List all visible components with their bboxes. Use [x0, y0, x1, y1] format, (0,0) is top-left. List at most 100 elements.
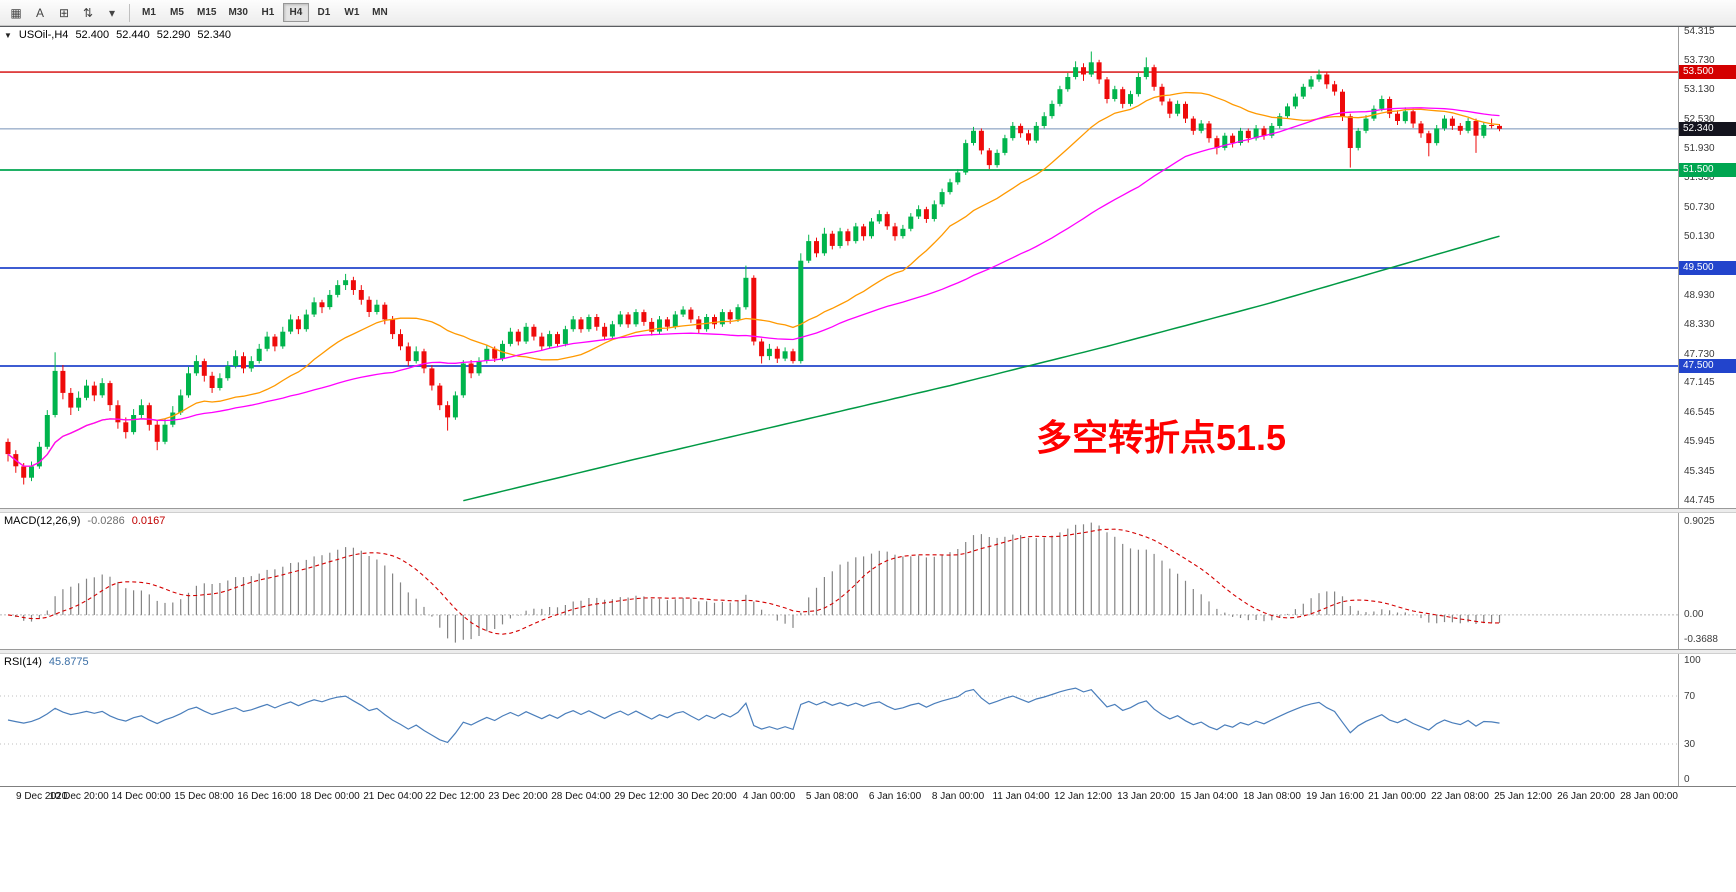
time-label: 10 Dec 20:00	[49, 791, 109, 802]
timeframe-button-h1[interactable]: H1	[255, 3, 281, 22]
macd-header: MACD(12,26,9) -0.0286 0.0167	[4, 515, 165, 527]
time-label: 22 Jan 08:00	[1431, 791, 1489, 802]
price-tick-label: 45.945	[1684, 436, 1715, 448]
rsi-panel: 100 70 30 0 RSI(14) 45.8775	[0, 654, 1736, 786]
price-tick-label: 51.930	[1684, 142, 1715, 154]
time-label: 6 Jan 16:00	[868, 791, 922, 802]
macd-plot[interactable]	[0, 513, 1678, 649]
rsi-tick-label: 0	[1684, 774, 1690, 785]
price-tick-label: 50.730	[1684, 201, 1715, 213]
time-label: 16 Dec 16:00	[237, 791, 297, 802]
rsi-value: 45.8775	[48, 656, 89, 668]
timeframe-button-d1[interactable]: D1	[311, 3, 337, 22]
price-tick-label: 44.745	[1684, 494, 1715, 506]
price-level-badge: 49.500	[1679, 261, 1736, 275]
price-tick-label: 52.530	[1684, 113, 1715, 125]
timeframe-button-m15[interactable]: M15	[192, 3, 221, 22]
macd-panel: 0.9025 0.00 -0.3688 MACD(12,26,9) -0.0286 …	[0, 513, 1736, 649]
time-label: 15 Dec 08:00	[174, 791, 234, 802]
time-label: 12 Jan 12:00	[1054, 791, 1112, 802]
order-arrows-icon[interactable]: ⇅	[76, 3, 100, 23]
price-tick-label: 48.930	[1684, 289, 1715, 301]
timeframe-button-w1[interactable]: W1	[339, 3, 365, 22]
time-label: 4 Jan 00:00	[742, 791, 796, 802]
time-label: 13 Jan 20:00	[1117, 791, 1175, 802]
price-chart-panel: 54.315 53.730 53.130 52.530 51.930 51.330 50.7…	[0, 26, 1736, 508]
time-label: 22 Dec 12:00	[425, 791, 485, 802]
time-label: 30 Dec 20:00	[677, 791, 737, 802]
macd-label: MACD(12,26,9)	[4, 515, 81, 527]
time-label: 21 Dec 04:00	[363, 791, 423, 802]
ohlc-low: 52.290	[156, 29, 191, 41]
price-level-badge: 51.500	[1679, 163, 1736, 178]
time-label: 11 Jan 04:00	[992, 791, 1050, 802]
time-label: 5 Jan 08:00	[805, 791, 859, 802]
timeframe-button-m30[interactable]: M30	[223, 3, 252, 22]
time-label: 18 Dec 00:00	[300, 791, 360, 802]
time-label: 28 Jan 00:00	[1620, 791, 1678, 802]
time-label: 26 Jan 20:00	[1557, 791, 1615, 802]
ohlc-high: 52.440	[116, 29, 150, 41]
rsi-scale[interactable]: 100 70 30 0	[1678, 654, 1736, 786]
rsi-plot[interactable]	[0, 654, 1678, 786]
time-label: 8 Jan 00:00	[931, 791, 985, 802]
price-tick-label: 53.130	[1684, 84, 1715, 96]
macd-value-signal: 0.0167	[131, 515, 166, 527]
price-scale[interactable]: 54.315 53.730 53.130 52.530 51.930 51.330 50.7…	[1678, 26, 1736, 508]
candlestick-plot[interactable]	[0, 27, 1678, 509]
price-level-badge: 47.500	[1679, 358, 1736, 373]
price-tick-label: 45.345	[1684, 465, 1715, 477]
price-tick-label: 47.730	[1684, 348, 1715, 360]
text-annotation-icon[interactable]: A	[28, 3, 52, 23]
time-label: 29 Dec 12:00	[614, 791, 674, 802]
top-toolbar: ▦ A ⊞ ⇅ ▾ M1 M5 M15 M30 H1 H4 D1 W1 MN	[0, 0, 1736, 26]
timeframe-button-m1[interactable]: M1	[136, 3, 162, 22]
price-tick-label: 47.145	[1684, 377, 1715, 389]
macd-scale[interactable]: 0.9025 0.00 -0.3688	[1678, 513, 1736, 649]
panel-splitter[interactable]	[0, 649, 1736, 654]
timeframe-group: M1 M5 M15 M30 H1 H4 D1 W1 MN	[135, 3, 394, 22]
price-tick-label: 53.730	[1684, 54, 1715, 66]
time-label: 18 Jan 08:00	[1243, 791, 1301, 802]
window-background	[0, 808, 1736, 892]
template-box-icon[interactable]: ⊞	[52, 3, 76, 23]
chart-header: ▼ USOil-,H4 52.400 52.440 52.290 52.340	[4, 29, 231, 41]
price-tick-label: 50.130	[1684, 231, 1715, 243]
rsi-tick-label: 100	[1684, 655, 1701, 666]
price-tick-label: 54.315	[1684, 26, 1715, 38]
chart-title: USOil-,H4	[18, 29, 69, 41]
chart-text-annotation: 多空转折点51.5	[1036, 417, 1287, 458]
rsi-tick-label: 30	[1684, 739, 1696, 750]
ohlc-open: 52.400	[75, 29, 110, 41]
time-label: 25 Jan 12:00	[1494, 791, 1552, 802]
timeframe-button-m5[interactable]: M5	[164, 3, 190, 22]
rsi-label: RSI(14)	[4, 656, 42, 668]
chart-grid-icon[interactable]: ▦	[4, 3, 28, 23]
dropdown-caret-icon[interactable]: ▾	[100, 3, 124, 23]
price-tick-label: 46.545	[1684, 406, 1715, 418]
timeframe-button-h4[interactable]: H4	[282, 3, 309, 22]
macd-tick-label: -0.3688	[1684, 634, 1718, 645]
symbol-dropdown-icon[interactable]: ▼	[4, 30, 12, 40]
time-axis[interactable]: 9 Dec 2020 10 Dec 20:00 14 Dec 00:00 15 Dec…	[0, 786, 1736, 808]
time-label: 21 Jan 00:00	[1368, 791, 1426, 802]
time-label: 14 Dec 00:00	[111, 791, 171, 802]
macd-value-main: -0.0286	[87, 515, 125, 527]
price-level-badge: 52.340	[1679, 121, 1736, 136]
macd-tick-label: 0.00	[1684, 608, 1704, 620]
price-tick-label: 51.330	[1684, 172, 1715, 184]
time-label: 15 Jan 04:00	[1180, 791, 1238, 802]
time-label: 28 Dec 04:00	[551, 791, 611, 802]
time-label: 23 Dec 20:00	[488, 791, 548, 802]
timeframe-button-mn[interactable]: MN	[367, 3, 393, 22]
time-label: 19 Jan 16:00	[1306, 791, 1364, 802]
ohlc-close: 52.340	[197, 29, 232, 41]
toolbar-icon-group: ▦ A ⊞ ⇅ ▾	[4, 3, 124, 23]
rsi-header: RSI(14) 45.8775	[4, 656, 89, 668]
price-tick-label: 48.330	[1684, 319, 1715, 331]
price-level-badge: 53.500	[1679, 65, 1736, 80]
panel-splitter[interactable]	[0, 508, 1736, 513]
toolbar-separator	[129, 3, 130, 22]
time-label: 9 Dec 2020	[16, 791, 68, 802]
rsi-tick-label: 70	[1684, 691, 1696, 702]
